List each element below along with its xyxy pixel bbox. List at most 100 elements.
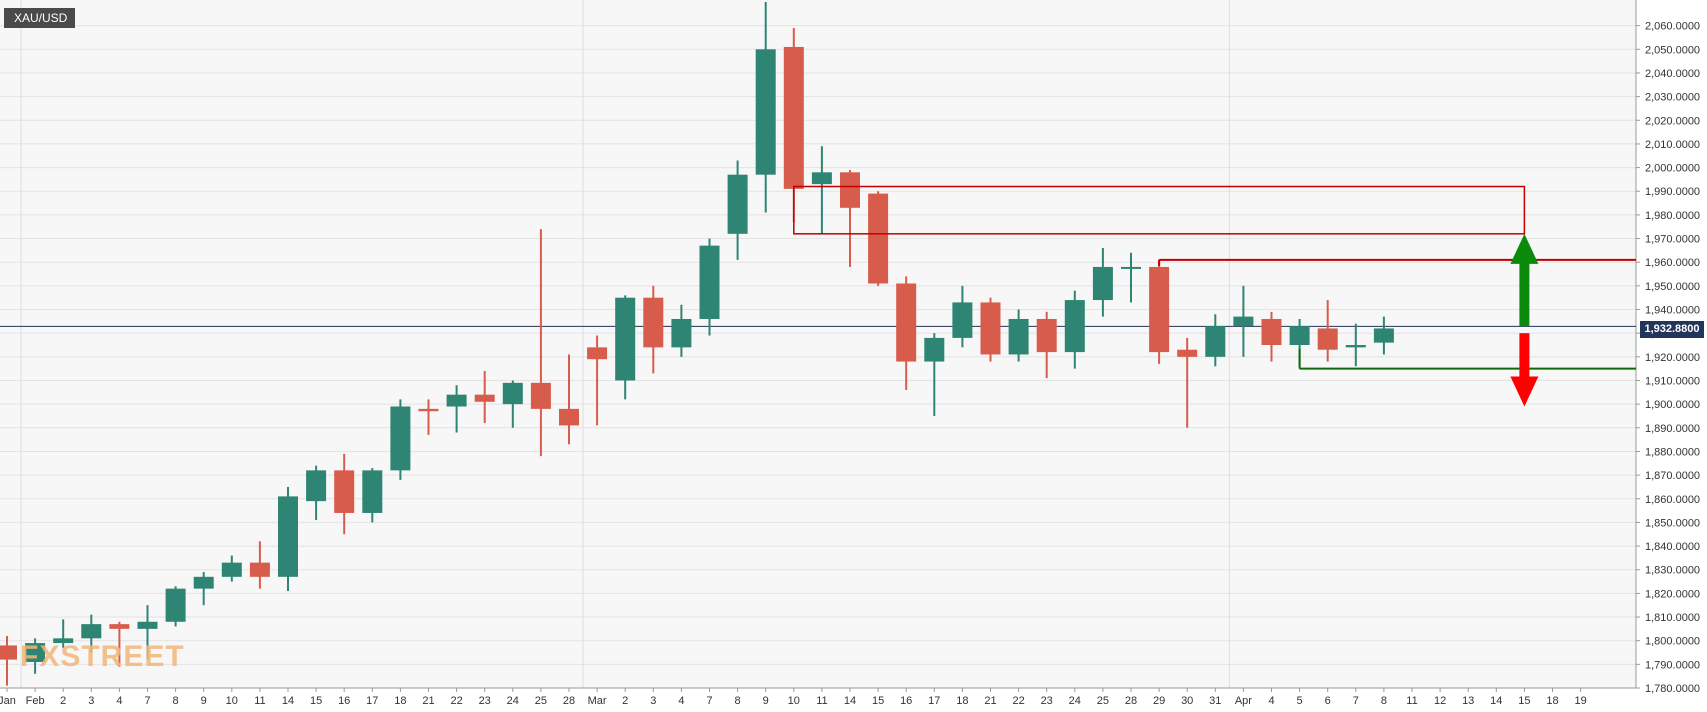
candle-body (1205, 326, 1226, 357)
y-tick-label: 1,790.0000 (1645, 659, 1700, 671)
y-tick-label: 2,020.0000 (1645, 115, 1700, 127)
candle-body (165, 588, 186, 622)
x-tick-label: 3 (650, 695, 656, 707)
candle-body (699, 245, 720, 319)
y-tick-label: 1,880.0000 (1645, 446, 1700, 458)
symbol-label: XAU/USD (4, 8, 76, 28)
y-tick-label: 1,920.0000 (1645, 352, 1700, 364)
x-tick-label: 4 (1268, 695, 1274, 707)
candle-body (53, 638, 74, 644)
candle-body (1121, 266, 1141, 269)
x-tick-label: 23 (479, 695, 491, 707)
candle-body (1317, 328, 1338, 350)
y-tick-label: 1,860.0000 (1645, 494, 1700, 506)
x-tick-label: 11 (816, 695, 827, 707)
candle-body (362, 470, 383, 513)
x-axis-background (0, 688, 1636, 712)
candle-body (615, 297, 636, 381)
plot-background (0, 0, 1636, 688)
y-tick-label: 2,010.0000 (1645, 139, 1700, 151)
candle-body (1036, 318, 1057, 353)
candle-body (418, 408, 439, 412)
candle-body (221, 562, 242, 577)
up-arrow-head (1510, 233, 1539, 264)
candle-body (896, 283, 917, 362)
candle-body (671, 318, 692, 348)
x-tick-label: 9 (201, 695, 207, 707)
x-tick-label: 21 (984, 695, 996, 707)
y-tick-label: 2,050.0000 (1645, 44, 1700, 56)
y-tick-label: 1,900.0000 (1645, 399, 1700, 411)
x-tick-label: 18 (956, 695, 968, 707)
candle-body (1149, 266, 1170, 353)
candle-body (727, 174, 748, 234)
candle-body (1233, 316, 1254, 327)
candle-body (643, 297, 664, 348)
y-tick-label: 1,940.0000 (1645, 305, 1700, 317)
x-tick-label: 15 (1518, 695, 1530, 707)
x-tick-label: Apr (1235, 695, 1252, 707)
candle-body (278, 496, 298, 577)
x-tick-label: 11 (254, 695, 265, 707)
x-tick-label: 13 (1462, 695, 1474, 707)
x-tick-label: Mar (588, 695, 607, 707)
x-tick-label: 8 (1381, 695, 1387, 707)
x-tick-label: 7 (144, 695, 150, 707)
y-tick-label: 1,960.0000 (1645, 257, 1700, 269)
candle-body (755, 49, 776, 175)
candle-body (1177, 349, 1198, 357)
candle-body (109, 624, 130, 629)
y-tick-label: 2,000.0000 (1645, 163, 1700, 175)
x-tick-label: 4 (678, 695, 684, 707)
candle-body (1345, 345, 1366, 348)
y-tick-label: 2,060.0000 (1645, 21, 1700, 33)
candle-body (25, 643, 46, 662)
candle-body (840, 172, 860, 208)
y-tick-label: 1,870.0000 (1645, 470, 1700, 482)
y-axis-background (1636, 0, 1707, 712)
y-tick-label: 2,030.0000 (1645, 92, 1700, 104)
x-tick-label: 28 (1125, 695, 1137, 707)
x-tick-label: 23 (1041, 695, 1053, 707)
candle-body (390, 406, 411, 471)
x-tick-label: 14 (282, 695, 294, 707)
up-arrow-shaft (1519, 261, 1530, 327)
current-price-badge: 1,932.8800 (1640, 321, 1704, 338)
x-tick-label: 8 (173, 695, 179, 707)
x-tick-label: 5 (1297, 695, 1303, 707)
y-tick-label: 1,890.0000 (1645, 423, 1700, 435)
y-tick-label: 1,850.0000 (1645, 517, 1700, 529)
candle-body (1064, 300, 1085, 353)
x-tick-label: 15 (310, 695, 322, 707)
candle-body (1289, 326, 1310, 345)
x-tick-label: 29 (1153, 695, 1165, 707)
candle-body (81, 624, 102, 639)
x-tick-label: 30 (1181, 695, 1193, 707)
y-tick-label: 1,980.0000 (1645, 210, 1700, 222)
y-tick-label: 1,820.0000 (1645, 588, 1700, 600)
y-tick-label: 1,810.0000 (1645, 612, 1700, 624)
x-tick-label: 25 (1097, 695, 1109, 707)
y-tick-label: 1,970.0000 (1645, 234, 1700, 246)
x-tick-label: 31 (1209, 695, 1221, 707)
candle-body (783, 46, 804, 189)
y-tick-label: 1,780.0000 (1645, 683, 1700, 695)
y-tick-label: 1,950.0000 (1645, 281, 1700, 293)
x-tick-label: 28 (563, 695, 575, 707)
x-tick-label: 16 (338, 695, 350, 707)
x-tick-label: 9 (763, 695, 769, 707)
x-tick-label: 18 (394, 695, 406, 707)
candle-body (559, 408, 579, 426)
x-tick-label: 14 (1490, 695, 1502, 707)
candle-body (1261, 318, 1282, 345)
y-tick-label: 2,040.0000 (1645, 68, 1700, 80)
x-tick-label: 4 (116, 695, 122, 707)
candle-body (193, 576, 214, 589)
x-tick-label: 7 (1353, 695, 1359, 707)
x-tick-label: 18 (1546, 695, 1558, 707)
x-tick-label: 3 (88, 695, 94, 707)
resistance-zone-box (793, 185, 1526, 235)
x-tick-label: 7 (706, 695, 712, 707)
x-tick-label: 24 (1069, 695, 1081, 707)
